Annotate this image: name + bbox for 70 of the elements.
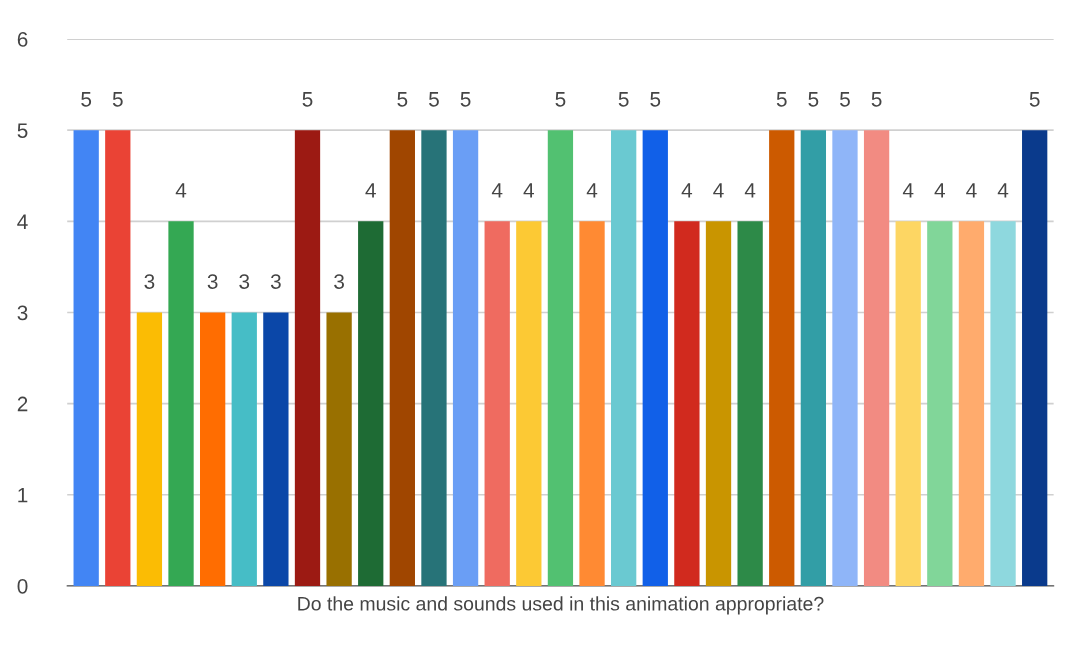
data-label: 4 [523,183,534,198]
bar [737,221,763,586]
bar [611,130,637,586]
bar [421,130,447,586]
y-tick-label: 3 [17,305,28,321]
bar [326,312,352,586]
data-label: 3 [270,274,281,289]
bar [705,221,732,586]
bar [263,312,289,586]
data-label: 4 [365,183,376,198]
bar [168,221,194,586]
data-label: 5 [871,92,882,107]
bar [516,221,542,586]
bar [105,130,131,586]
data-label: 5 [112,92,123,107]
data-label: 4 [744,183,756,198]
bar [895,221,921,586]
bar [389,130,415,586]
bar [452,130,479,586]
data-label: 4 [491,183,503,198]
bar [579,221,605,586]
bar [231,312,257,586]
data-label: 5 [397,92,408,107]
y-tick-label: 4 [17,214,28,229]
data-label: 5 [840,92,850,107]
data-label: 5 [808,92,819,107]
y-tick-label: 1 [18,487,28,503]
data-label: 5 [650,92,661,107]
data-label: 4 [902,183,914,198]
data-label: 4 [586,183,598,198]
data-label: 4 [713,183,724,198]
bar [927,221,953,586]
data-label: 4 [997,183,1009,198]
data-label: 5 [1029,92,1040,107]
data-label: 5 [555,92,566,107]
bar [863,130,890,586]
bar [547,130,574,586]
bar [769,130,795,586]
data-label: 5 [81,92,92,107]
data-label: 3 [334,274,344,289]
bar [642,130,668,586]
data-label: 5 [776,92,787,107]
y-tick-label: 2 [17,396,28,412]
data-label: 4 [175,183,187,198]
data-label: 4 [934,183,946,198]
y-tick-label: 0 [17,578,28,594]
bar [136,312,163,586]
bar [73,130,99,586]
bar [958,221,985,586]
y-tick-label: 5 [17,123,28,138]
data-label: 5 [302,92,313,107]
bar [484,221,510,586]
x-axis-title: Do the music and sounds used in this animation appropriate? [298,596,824,615]
data-label: 3 [239,274,250,289]
bar [990,221,1016,586]
bar [294,130,321,586]
y-tick-label: 6 [17,32,28,47]
data-label: 3 [144,274,155,289]
data-label: 3 [207,274,218,289]
bar [674,221,700,586]
data-label: 4 [681,183,693,198]
data-label: 5 [429,92,439,107]
bar [1022,130,1048,586]
data-label: 4 [966,183,977,198]
bar [358,221,384,586]
bar [832,130,858,586]
bar [200,312,226,586]
data-label: 5 [460,92,471,107]
data-label: 5 [618,92,629,107]
bar [800,130,827,586]
